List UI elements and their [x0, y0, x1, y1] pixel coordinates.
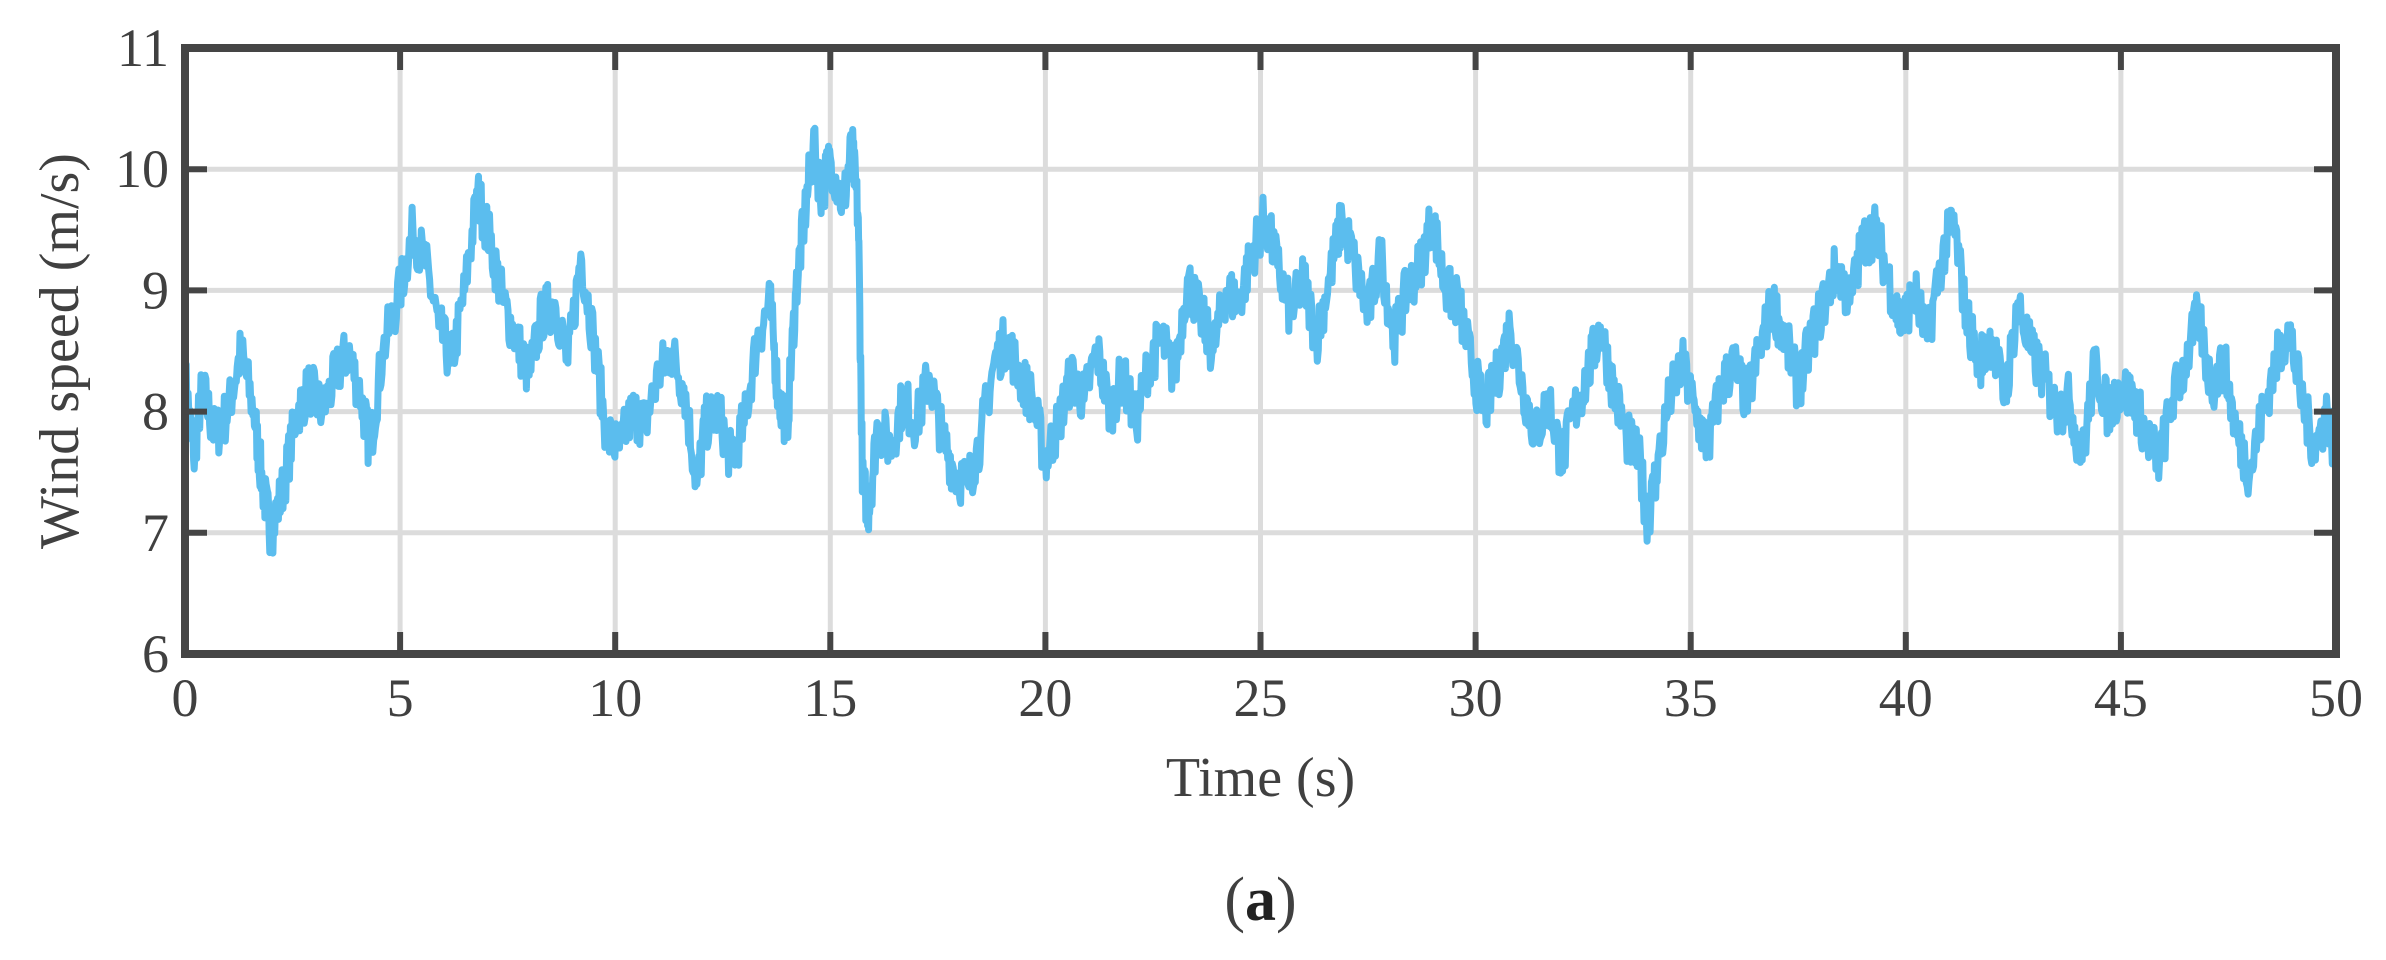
y-tick-label: 10: [115, 139, 169, 199]
x-tick-label: 40: [1879, 668, 1933, 728]
x-tick-label: 20: [1018, 668, 1072, 728]
y-tick-label: 7: [142, 503, 169, 563]
x-tick-label: 0: [172, 668, 199, 728]
x-tick-label: 10: [588, 668, 642, 728]
x-axis-label: Time (s): [1166, 747, 1355, 809]
wind-speed-series-line: [181, 124, 2340, 557]
y-tick-label: 6: [142, 624, 169, 684]
y-tick-label: 8: [142, 382, 169, 442]
x-tick-label: 45: [2094, 668, 2148, 728]
x-tick-label: 35: [1664, 668, 1718, 728]
y-axis-label: Wind speed (m/s): [29, 153, 91, 549]
series-layer: [181, 124, 2340, 557]
panel-label-letter: a: [1245, 866, 1276, 934]
x-tick-label: 50: [2309, 668, 2363, 728]
x-tick-label: 15: [803, 668, 857, 728]
x-tick-label: 25: [1234, 668, 1288, 728]
y-tick-label: 9: [142, 260, 169, 320]
panel-label: (a): [1224, 866, 1296, 934]
x-tick-label: 30: [1449, 668, 1503, 728]
x-tick-label: 5: [387, 668, 414, 728]
ticks-layer: [182, 45, 2339, 657]
tick-labels-layer: 0 5 10 15 20 25 30 35 40 45 50 6 7 8 9 10 11: [115, 18, 2363, 728]
y-tick-label: 11: [117, 18, 169, 78]
